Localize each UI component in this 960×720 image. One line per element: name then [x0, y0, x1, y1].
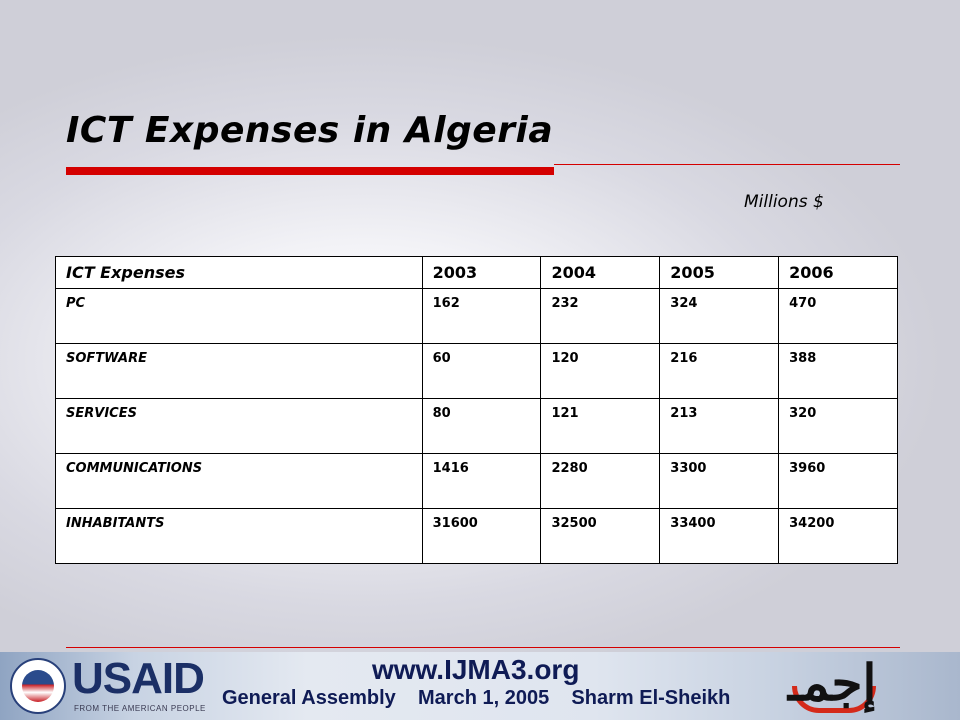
slide-title: ICT Expenses in Algeria: [66, 110, 554, 151]
table-cell: 324: [659, 288, 780, 344]
table-header-cell: 2004: [540, 256, 661, 289]
table-row: SERVICES 80 121 213 320: [55, 398, 898, 454]
row-label: COMMUNICATIONS: [55, 453, 423, 509]
table-cell: 80: [421, 398, 542, 454]
ict-expenses-table: ICT Expenses 2003 2004 2005 2006 PC 162 …: [55, 256, 898, 564]
bottom-divider: [66, 647, 900, 648]
title-underline-thick: [66, 167, 554, 175]
row-label: INHABITANTS: [55, 508, 423, 564]
table-cell: 216: [659, 343, 780, 399]
table-cell: 213: [659, 398, 780, 454]
ijma3-logo: إجمـ: [788, 653, 877, 712]
table-cell: 2280: [540, 453, 661, 509]
table-cell: 162: [421, 288, 542, 344]
table-row: PC 162 232 324 470: [55, 288, 898, 344]
units-label: Millions $: [744, 192, 824, 212]
row-label: SERVICES: [55, 398, 423, 454]
table-row: INHABITANTS 31600 32500 33400 34200: [55, 508, 898, 564]
usaid-seal-icon: [10, 658, 66, 714]
table-cell: 33400: [659, 508, 780, 564]
event-info: General Assembly March 1, 2005 Sharm El-…: [222, 687, 731, 709]
table-cell: 60: [421, 343, 542, 399]
table-cell: 470: [778, 288, 898, 344]
table-cell: 34200: [778, 508, 898, 564]
table-cell: 3960: [778, 453, 898, 509]
table-header-row: ICT Expenses 2003 2004 2005 2006: [55, 256, 898, 289]
table-cell: 32500: [540, 508, 661, 564]
table-cell: 232: [540, 288, 661, 344]
row-label: PC: [55, 288, 423, 344]
table-cell: 1416: [421, 453, 542, 509]
table-cell: 31600: [421, 508, 542, 564]
table-header-cell: 2003: [421, 256, 542, 289]
table-row: SOFTWARE 60 120 216 388: [55, 343, 898, 399]
table-header-cell: 2006: [778, 256, 898, 289]
row-label: SOFTWARE: [55, 343, 423, 399]
table-row: COMMUNICATIONS 1416 2280 3300 3960: [55, 453, 898, 509]
table-cell: 3300: [659, 453, 780, 509]
title-underline-thin: [554, 164, 900, 165]
table-header-cell: 2005: [659, 256, 780, 289]
table-cell: 120: [540, 343, 661, 399]
table-cell: 320: [778, 398, 898, 454]
footer-banner: USAID FROM THE AMERICAN PEOPLE www.IJMA3…: [0, 652, 960, 720]
usaid-logo: USAID: [72, 654, 205, 703]
table-header-cell: ICT Expenses: [55, 256, 423, 289]
table-cell: 121: [540, 398, 661, 454]
usaid-tagline: FROM THE AMERICAN PEOPLE: [74, 704, 206, 713]
table-cell: 388: [778, 343, 898, 399]
website-url: www.IJMA3.org: [372, 654, 580, 685]
